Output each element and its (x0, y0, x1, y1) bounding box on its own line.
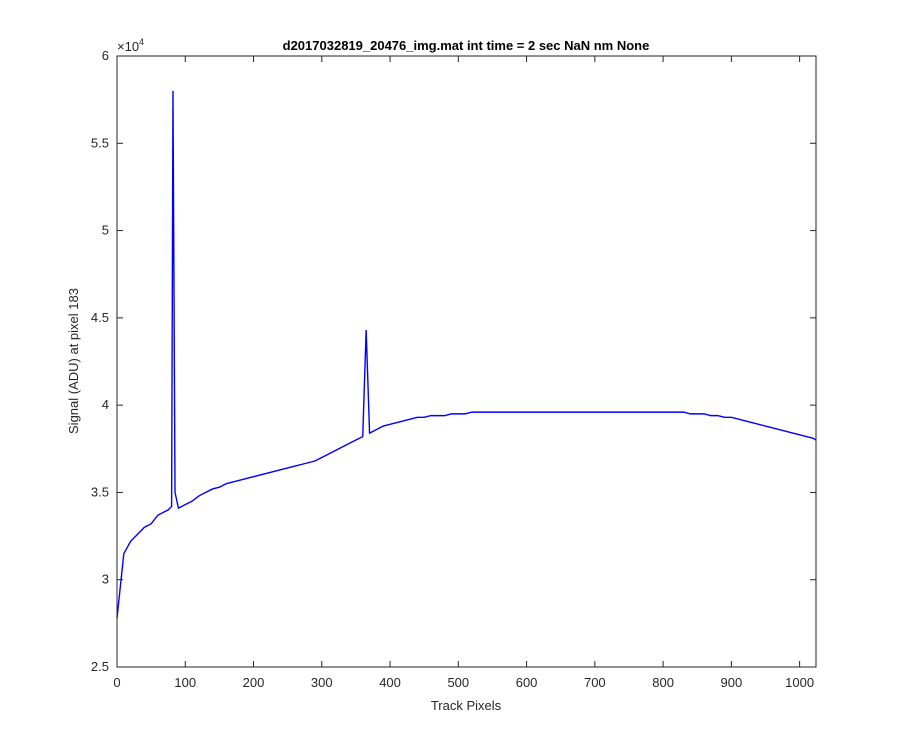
y-tick-label: 4.5 (91, 310, 109, 325)
y-tick-label: 6 (102, 48, 109, 63)
axes-box (116, 55, 817, 668)
x-tick-label: 500 (447, 675, 469, 690)
y-tick-label: 5.5 (91, 135, 109, 150)
y-tick-label: 4 (102, 397, 109, 412)
series-line (116, 90, 817, 619)
y-exponent-base: ×10 (117, 39, 139, 54)
x-axis-label: Track Pixels (431, 698, 502, 713)
y-tick-label: 2.5 (91, 659, 109, 674)
x-axis-ticks: 0 100 200 300 400 500 600 700 800 900 1000 (113, 56, 814, 690)
x-tick-label: 900 (721, 675, 743, 690)
y-exponent-power: 4 (139, 37, 144, 47)
x-tick-label: 0 (113, 675, 120, 690)
x-tick-label: 800 (652, 675, 674, 690)
y-axis-label: Signal (ADU) at pixel 183 (66, 288, 81, 434)
series-layer (116, 90, 817, 619)
y-tick-label: 5 (102, 223, 109, 238)
x-tick-label: 400 (379, 675, 401, 690)
x-tick-label: 100 (174, 675, 196, 690)
y-exponent-label: ×10 4 (117, 37, 144, 54)
x-tick-label: 200 (243, 675, 265, 690)
plot-area (117, 56, 816, 667)
x-tick-label: 300 (311, 675, 333, 690)
y-tick-label: 3 (102, 572, 109, 587)
x-tick-label: 1000 (785, 675, 814, 690)
y-tick-label: 3.5 (91, 484, 109, 499)
x-tick-label: 700 (584, 675, 606, 690)
x-tick-label: 600 (516, 675, 538, 690)
chart-title: d2017032819_20476_img.mat int time = 2 s… (283, 38, 650, 53)
y-axis-ticks: 2.5 3 3.5 4 4.5 5 5.5 6 (91, 48, 816, 674)
